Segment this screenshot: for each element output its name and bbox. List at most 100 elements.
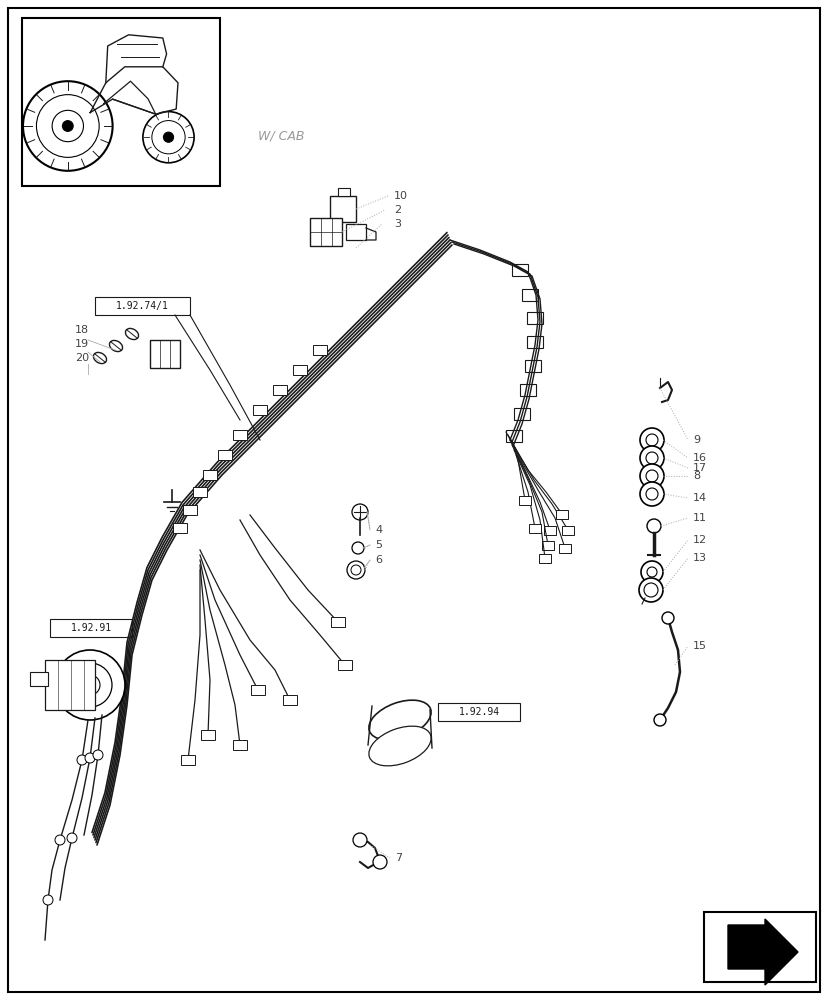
Circle shape	[653, 714, 665, 726]
Circle shape	[646, 567, 656, 577]
Bar	[505, 430, 521, 442]
Text: 9: 9	[692, 435, 700, 445]
Text: 19: 19	[75, 339, 89, 349]
Bar	[543, 526, 555, 535]
Circle shape	[646, 519, 660, 533]
Bar	[562, 526, 573, 535]
Bar	[437, 703, 519, 721]
Circle shape	[62, 121, 73, 131]
Bar	[193, 487, 207, 497]
Bar	[218, 450, 232, 460]
Text: 15: 15	[692, 641, 706, 651]
Circle shape	[347, 561, 365, 579]
Circle shape	[351, 565, 361, 575]
Text: 4: 4	[375, 525, 382, 535]
Bar	[331, 617, 345, 627]
Bar	[30, 672, 48, 686]
Circle shape	[640, 561, 662, 583]
Circle shape	[645, 452, 657, 464]
Ellipse shape	[126, 328, 138, 340]
Circle shape	[77, 755, 87, 765]
Circle shape	[645, 488, 657, 500]
Ellipse shape	[369, 726, 431, 766]
Bar	[542, 541, 553, 550]
Circle shape	[143, 112, 194, 163]
Bar	[521, 289, 538, 301]
Ellipse shape	[369, 700, 431, 740]
Bar	[528, 524, 540, 533]
Text: 20: 20	[75, 353, 89, 363]
Circle shape	[351, 542, 364, 554]
Text: 1.92.74/1: 1.92.74/1	[116, 301, 168, 311]
Bar	[555, 510, 567, 519]
Circle shape	[639, 428, 663, 452]
Text: 6: 6	[375, 555, 381, 565]
Text: 1.92.94: 1.92.94	[458, 707, 499, 717]
Bar	[253, 405, 266, 415]
Bar	[201, 730, 215, 740]
Bar	[232, 740, 246, 750]
Bar	[337, 188, 350, 196]
Bar	[337, 660, 351, 670]
Circle shape	[643, 583, 657, 597]
Text: 10: 10	[394, 191, 408, 201]
Bar	[181, 755, 195, 765]
Circle shape	[36, 95, 99, 157]
Bar	[95, 297, 189, 315]
Bar	[273, 385, 287, 395]
Text: 7: 7	[394, 853, 402, 863]
Bar	[173, 523, 187, 533]
Bar	[526, 336, 543, 348]
Circle shape	[85, 753, 95, 763]
Circle shape	[43, 895, 53, 905]
Bar	[283, 695, 297, 705]
Text: 3: 3	[394, 219, 400, 229]
Text: 14: 14	[692, 493, 706, 503]
Bar	[183, 505, 197, 515]
Bar	[203, 470, 217, 480]
Text: 1.92.91: 1.92.91	[70, 623, 112, 633]
Circle shape	[151, 121, 185, 154]
Text: 12: 12	[692, 535, 706, 545]
Circle shape	[638, 578, 662, 602]
Bar	[514, 408, 529, 420]
Bar	[293, 365, 307, 375]
Bar	[519, 496, 530, 505]
Bar	[22, 18, 220, 186]
Circle shape	[163, 132, 174, 142]
Circle shape	[351, 504, 367, 520]
Bar	[309, 218, 342, 246]
Bar	[330, 196, 356, 222]
Bar	[313, 345, 327, 355]
Circle shape	[372, 855, 386, 869]
Bar	[703, 912, 815, 982]
Bar	[526, 312, 543, 324]
Text: 11: 11	[692, 513, 706, 523]
Bar	[519, 384, 535, 396]
Circle shape	[55, 835, 65, 845]
Circle shape	[80, 675, 100, 695]
Circle shape	[645, 434, 657, 446]
Bar	[50, 619, 131, 637]
Text: 18: 18	[75, 325, 89, 335]
Circle shape	[52, 110, 84, 142]
Circle shape	[639, 482, 663, 506]
Text: 2: 2	[394, 205, 400, 215]
Text: 5: 5	[375, 540, 381, 550]
Text: 13: 13	[692, 553, 706, 563]
Bar	[346, 224, 366, 240]
Circle shape	[67, 833, 77, 843]
Circle shape	[55, 650, 125, 720]
Text: 8: 8	[692, 471, 700, 481]
Bar	[232, 430, 246, 440]
Ellipse shape	[109, 340, 122, 352]
Circle shape	[23, 81, 112, 171]
Text: 17: 17	[692, 463, 706, 473]
Bar	[524, 360, 540, 372]
Bar	[538, 554, 550, 563]
Circle shape	[662, 612, 673, 624]
Circle shape	[352, 833, 366, 847]
Text: W/ CAB: W/ CAB	[258, 130, 304, 143]
Text: 16: 16	[692, 453, 706, 463]
Bar	[558, 544, 571, 553]
